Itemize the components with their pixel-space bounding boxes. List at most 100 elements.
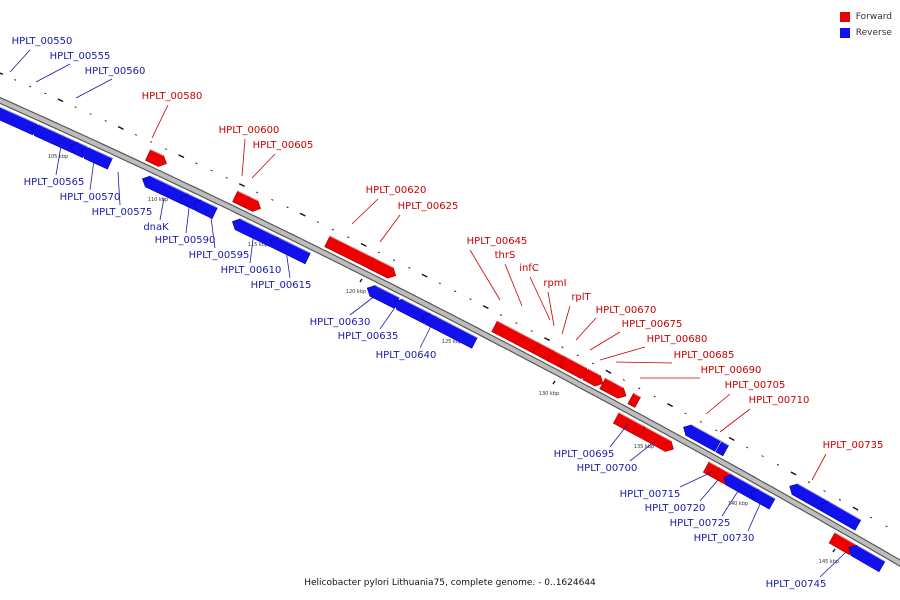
gene-leader-hplt-00735 [811, 453, 827, 481]
gene-highlight-hplt-00690 [644, 426, 672, 442]
scale-tick [438, 282, 442, 285]
gene-label-hplt-00685[interactable]: HPLT_00685 [674, 350, 735, 361]
scale-tick [299, 212, 306, 217]
scale-tick [746, 446, 749, 449]
gene-label-hplt-00630[interactable]: HPLT_00630 [310, 317, 371, 328]
gene-label-hplt-00635[interactable]: HPLT_00635 [338, 331, 399, 342]
gene-leader-hplt-00575 [117, 171, 121, 206]
gene-label-hplt-00730[interactable]: HPLT_00730 [694, 533, 755, 544]
scale-tick [238, 183, 245, 188]
scale-tick [885, 525, 888, 528]
gene-leader-hplt-00675 [589, 331, 621, 351]
gene-leader-hplt-00700 [629, 441, 655, 462]
gene-leader-hplt-00670 [575, 317, 597, 341]
gene-label-hplt-00700[interactable]: HPLT_00700 [577, 463, 638, 474]
scale-tick [715, 429, 718, 432]
gene-label-hplt-00640[interactable]: HPLT_00640 [376, 350, 437, 361]
scale-tick [316, 221, 320, 224]
gene-label-hplt-00555[interactable]: HPLT_00555 [50, 51, 111, 62]
gene-highlight-hplt-00635 [402, 298, 430, 314]
gene-label-hplt-00720[interactable]: HPLT_00720 [645, 503, 706, 514]
gene-label-hplt-00580[interactable]: HPLT_00580 [142, 91, 203, 102]
scale-tick [149, 141, 153, 143]
gene-highlight-hplt-00600 [237, 190, 252, 198]
gene-label-hplt-00565[interactable]: HPLT_00565 [24, 177, 85, 188]
gene-leader-hplt-00685 [615, 361, 673, 364]
scale-tick [852, 506, 859, 511]
gene-highlight-hplt-00685 [618, 412, 645, 427]
gene-label-hplt-00595[interactable]: HPLT_00595 [189, 250, 250, 261]
gene-label-hplt-00735[interactable]: HPLT_00735 [823, 440, 884, 451]
gene-label-hplt-00625[interactable]: HPLT_00625 [398, 201, 459, 212]
gene-leader-hplt-00705 [705, 393, 731, 415]
gene-label-hplt-00710[interactable]: HPLT_00710 [749, 395, 810, 406]
scale-tick [347, 236, 350, 239]
gene-highlight-hplt-00605 [249, 196, 259, 202]
scale-tick [761, 455, 764, 457]
gene-label-hplt-00550[interactable]: HPLT_00550 [12, 36, 73, 47]
gene-highlight-hplt-00680 [633, 392, 641, 398]
gene-label-hplt-00610[interactable]: HPLT_00610 [221, 265, 282, 276]
scale-tick [134, 134, 137, 136]
gene-label-dnak[interactable]: dnaK [143, 222, 169, 233]
genome-backbone-layer [0, 96, 900, 567]
scale-tick-label: 105 kbp [48, 154, 68, 160]
gene-label-hplt-00675[interactable]: HPLT_00675 [622, 319, 683, 330]
gene-leader-hplt-00635 [379, 305, 397, 330]
scale-tick [699, 421, 702, 423]
gene-label-thrs[interactable]: thrS [495, 250, 516, 261]
legend: Forward Reverse [839, 9, 892, 41]
gene-label-infc[interactable]: infC [519, 263, 539, 274]
gene-highlight-hplt-00595 [201, 199, 218, 209]
gene-highlight-hplt-00610 [240, 218, 278, 238]
gene-highlight-hplt-00645 [497, 320, 539, 343]
gene-label-hplt-00600[interactable]: HPLT_00600 [219, 125, 280, 136]
gene-label-hplt-00690[interactable]: HPLT_00690 [701, 365, 762, 376]
scale-tick-label: 115 kbp [248, 242, 268, 248]
scale-tick [838, 498, 842, 501]
gene-label-hplt-00605[interactable]: HPLT_00605 [253, 140, 314, 151]
gene-highlight-thrs [538, 341, 556, 352]
gene-label-hplt-00715[interactable]: HPLT_00715 [620, 489, 681, 500]
gene-label-hplt-00705[interactable]: HPLT_00705 [725, 380, 786, 391]
gene-leader-hplt-00565 [55, 139, 63, 176]
gene-label-rpmi[interactable]: rpmI [543, 278, 566, 289]
gene-leader-rpmi [547, 291, 555, 327]
legend-reverse-label: Reverse [855, 28, 892, 38]
gene-leader-hplt-00560 [75, 78, 113, 99]
gene-highlight-hplt-00670 [588, 368, 601, 376]
gene-label-hplt-00745[interactable]: HPLT_00745 [766, 579, 827, 590]
gene-highlight-hplt-00695 [691, 424, 721, 442]
gene-label-hplt-00670[interactable]: HPLT_00670 [596, 305, 657, 316]
gene-highlight-dnak [150, 175, 188, 194]
gene-leader-hplt-00680 [599, 346, 646, 361]
scale-tick-label: 145 kbp [819, 559, 839, 565]
scale-tick [164, 148, 168, 150]
gene-label-hplt-00615[interactable]: HPLT_00615 [251, 280, 312, 291]
gene-label-hplt-00645[interactable]: HPLT_00645 [467, 236, 528, 247]
gene-label-hplt-00620[interactable]: HPLT_00620 [366, 185, 427, 196]
scale-tick [104, 120, 107, 122]
gene-label-hplt-00570[interactable]: HPLT_00570 [60, 192, 121, 203]
scale-tick [195, 162, 198, 165]
gene-leader-hplt-00570 [89, 159, 95, 191]
gene-leader-hplt-00590 [185, 199, 191, 234]
gene-label-hplt-00680[interactable]: HPLT_00680 [647, 334, 708, 345]
gene-leader-hplt-00550 [9, 49, 31, 73]
scale-tick [591, 362, 595, 365]
gene-highlight-hplt-00735 [834, 532, 856, 545]
gene-label-hplt-00725[interactable]: HPLT_00725 [670, 518, 731, 529]
gene-label-hplt-00575[interactable]: HPLT_00575 [92, 207, 153, 218]
scale-tick [57, 98, 64, 103]
gene-label-hplt-00590[interactable]: HPLT_00590 [155, 235, 216, 246]
gene-label-hplt-00695[interactable]: HPLT_00695 [554, 449, 615, 460]
gene-label-hplt-00560[interactable]: HPLT_00560 [85, 66, 146, 77]
scale-tick [377, 251, 380, 254]
gene-highlight-hplt-00580 [150, 148, 164, 157]
gene-highlight-hplt-00625 [373, 257, 394, 269]
gene-highlight-hplt-00630 [375, 284, 400, 299]
gene-labels: HPLT_00550 HPLT_00555 HPLT_00560 HPLT_00565… [9, 36, 884, 590]
gene-label-rplt[interactable]: rplT [571, 292, 591, 303]
scale-tick-label: 110 kbp [148, 197, 168, 203]
gene-highlight-hplt-00745 [856, 544, 886, 562]
